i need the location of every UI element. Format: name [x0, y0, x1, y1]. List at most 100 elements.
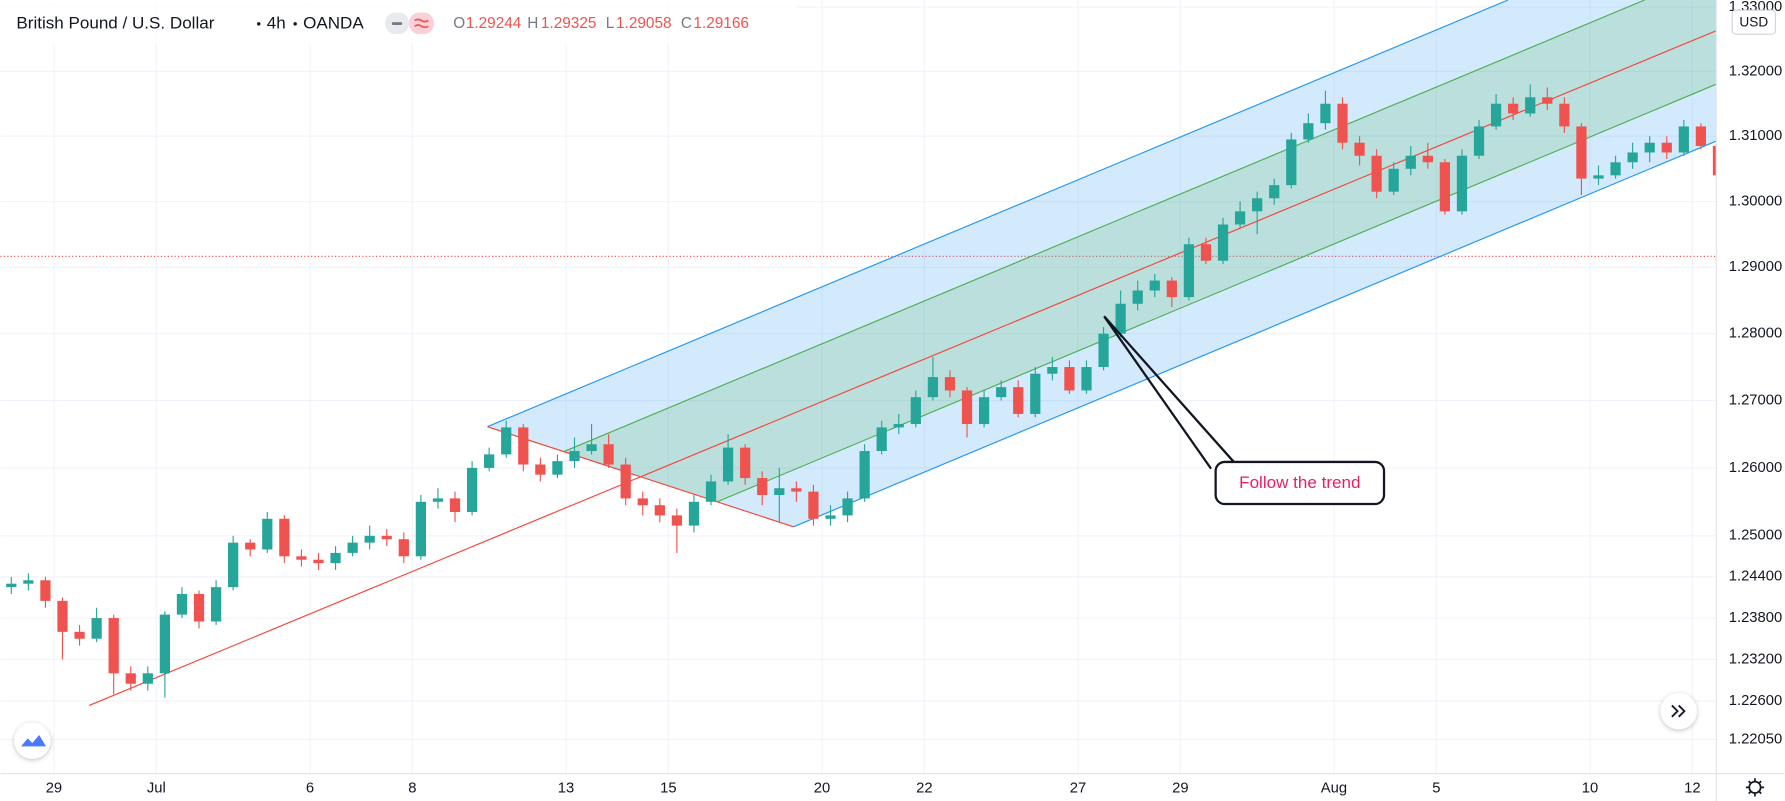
separator: [257, 22, 261, 26]
ohlc-value: 1.29244: [466, 15, 522, 32]
candle-body: [688, 501, 700, 526]
symbol: British Pound / U.S. Dollar: [16, 13, 214, 32]
candle-body: [74, 631, 85, 639]
candle-body: [23, 580, 34, 584]
candle-body: [1593, 175, 1604, 179]
x-tick-label: 8: [408, 780, 416, 796]
candle-body: [586, 444, 597, 452]
candle-body: [296, 556, 307, 560]
candle-body: [1661, 142, 1672, 153]
candle-body: [1200, 244, 1212, 261]
logo[interactable]: [14, 722, 51, 759]
callout: Follow the trend: [1103, 315, 1386, 506]
channel-lower: [793, 140, 1717, 528]
callout-pointer: [1103, 315, 1235, 470]
ohlc-label: L: [606, 15, 615, 32]
candle-body: [210, 587, 222, 622]
candle-body: [330, 552, 341, 564]
candle-body: [927, 377, 939, 398]
candle-body: [876, 427, 887, 452]
candle-body: [1508, 103, 1519, 114]
inner-upper: [563, 0, 1645, 453]
outer-channel: [487, 0, 1717, 527]
y-tick-label: 1.32000: [1729, 63, 1782, 79]
candle-body: [1422, 155, 1433, 163]
currency: USD: [1739, 14, 1768, 29]
candle-body: [432, 498, 444, 502]
candle-body: [1217, 224, 1229, 261]
candle-body: [466, 467, 478, 512]
currency-box[interactable]: [1731, 9, 1776, 35]
candle-body: [57, 600, 68, 632]
candle-body: [1576, 126, 1587, 179]
candle-body: [1525, 97, 1536, 114]
candle-body: [347, 542, 358, 553]
candle-body: [1627, 152, 1638, 163]
candle-body: [142, 673, 153, 684]
status-glyph: [391, 22, 403, 26]
candle-body: [1388, 168, 1399, 192]
candle-body: [1320, 103, 1331, 124]
candle-body: [1269, 185, 1280, 199]
candle-body: [722, 447, 734, 482]
candle-body: [1644, 142, 1655, 153]
candle-body: [1490, 103, 1502, 127]
y-tick-label: 1.27000: [1729, 392, 1782, 408]
status-icon[interactable]: [408, 12, 434, 35]
candle-body: [859, 451, 870, 499]
candle-body: [228, 542, 239, 588]
candle-body: [1678, 126, 1689, 153]
y-tick-label: 1.23800: [1729, 610, 1782, 626]
candle-body: [1559, 103, 1570, 127]
candle-body: [125, 673, 136, 684]
candle-body: [1064, 367, 1075, 391]
candle-body: [381, 535, 392, 540]
candle-body: [893, 424, 904, 428]
y-tick-label: 1.24400: [1729, 569, 1782, 585]
candle-body: [791, 488, 802, 492]
candle-body: [603, 444, 614, 465]
y-tick-label: 1.30000: [1729, 193, 1782, 209]
logo-button[interactable]: [14, 722, 51, 759]
y-tick-label: 1.26000: [1729, 460, 1782, 476]
scroll-button[interactable]: [1660, 692, 1697, 730]
candle-body: [740, 447, 751, 479]
candle-body: [1013, 387, 1024, 414]
drawings: [89, 0, 1717, 706]
interval: 4h: [267, 13, 286, 32]
ohlc-label: C: [681, 15, 692, 32]
candle-body: [1252, 198, 1263, 212]
candle-body: [91, 618, 102, 639]
settings[interactable]: [1745, 778, 1765, 797]
x-tick-label: 20: [814, 780, 830, 796]
x-tick-label: 22: [916, 780, 932, 796]
candle-body: [1473, 126, 1485, 156]
callout-text: Follow the trend: [1239, 473, 1360, 492]
x-tick-label: 6: [306, 780, 314, 796]
separator: [293, 22, 297, 26]
y-tick-label: 1.29000: [1729, 259, 1782, 275]
candle-body: [484, 454, 495, 468]
x-tick-label: Aug: [1321, 780, 1347, 796]
y-tick-label: 1.25000: [1729, 528, 1782, 544]
candle-body: [910, 397, 921, 425]
candle-body: [944, 377, 956, 391]
x-tick-label: 12: [1684, 780, 1700, 796]
y-tick-label: 1.22050: [1729, 731, 1782, 747]
time-axis: 29 Jul 6 8 13 15 20 22 27 29 Aug 5 10 12: [46, 780, 1701, 796]
candle-body: [1234, 211, 1246, 225]
candle-body: [279, 518, 290, 557]
candle-body: [1030, 373, 1041, 414]
x-tick-label: 29: [46, 780, 62, 796]
x-tick-label: 10: [1582, 780, 1598, 796]
y-tick-label: 1.31000: [1729, 128, 1782, 144]
candle-body: [518, 427, 529, 465]
candle-body: [978, 397, 990, 425]
candle-body: [1371, 155, 1382, 192]
candle-body: [1337, 103, 1348, 143]
candles: [6, 84, 1717, 698]
candle-body: [1098, 333, 1109, 368]
candle-body: [825, 515, 836, 519]
